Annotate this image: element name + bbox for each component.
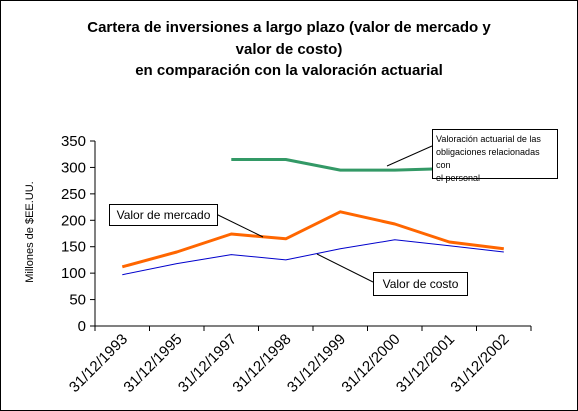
series-path xyxy=(122,239,504,276)
x-tick-label: 31/12/2000 xyxy=(338,331,403,396)
annotation-leaders xyxy=(215,145,433,283)
series-path xyxy=(231,158,450,172)
y-tick-label: 200 xyxy=(61,212,86,229)
x-tick-label: 31/12/2001 xyxy=(393,331,458,396)
leader-cost xyxy=(316,253,374,283)
y-axis-label: Millones de $EE.UU. xyxy=(24,181,36,283)
series-lines xyxy=(121,158,504,276)
annotation-actuarial: Valoración actuarial de las obligaciones… xyxy=(432,129,558,183)
annotation-actuarial-line-2: obligaciones relacionadas con xyxy=(436,147,540,170)
annotation-market-value-text: Valor de mercado xyxy=(116,208,211,222)
x-tick-label: 31/12/1999 xyxy=(284,331,349,396)
series-line xyxy=(231,158,450,172)
leader-actuarial xyxy=(386,145,433,167)
series-line xyxy=(121,210,504,269)
chart-title-line-2: valor de costo) xyxy=(235,40,343,58)
y-tick-label: 250 xyxy=(61,186,86,203)
x-tick-label: 31/12/2002 xyxy=(447,331,512,396)
y-tick-label: 50 xyxy=(69,292,86,309)
x-axis: 31/12/199331/12/199531/12/199731/12/1998… xyxy=(66,325,532,396)
chart-title: Cartera de inversiones a largo plazo (va… xyxy=(1,17,577,82)
y-tick-label: 150 xyxy=(61,239,86,256)
y-tick-label: 300 xyxy=(61,159,86,176)
leader-market xyxy=(215,213,264,238)
x-tick-label: 31/12/1997 xyxy=(175,331,240,396)
x-tick-label: 31/12/1995 xyxy=(120,331,185,396)
y-axis: 0 50 100 150 200 250 300 350 xyxy=(61,133,96,335)
annotation-cost-value: Valor de costo xyxy=(373,272,468,296)
series-path xyxy=(121,210,504,269)
annotation-actuarial-line-1: Valoración actuarial de las xyxy=(436,134,541,144)
y-tick-label: 100 xyxy=(61,265,86,282)
x-tick-label: 31/12/1998 xyxy=(229,331,294,396)
annotation-cost-value-text: Valor de costo xyxy=(382,277,459,291)
x-tick-label: 31/12/1993 xyxy=(66,331,131,396)
y-tick-label: 350 xyxy=(61,133,86,150)
chart-title-line-3: en comparación con la valoración actuari… xyxy=(135,62,443,79)
annotation-actuarial-line-3: el personal xyxy=(436,173,481,183)
annotation-market-value: Valor de mercado xyxy=(109,204,218,226)
y-tick-label: 0 xyxy=(78,318,86,335)
chart-title-line-1: Cartera de inversiones a largo plazo (va… xyxy=(87,19,491,36)
series-line xyxy=(122,239,504,276)
